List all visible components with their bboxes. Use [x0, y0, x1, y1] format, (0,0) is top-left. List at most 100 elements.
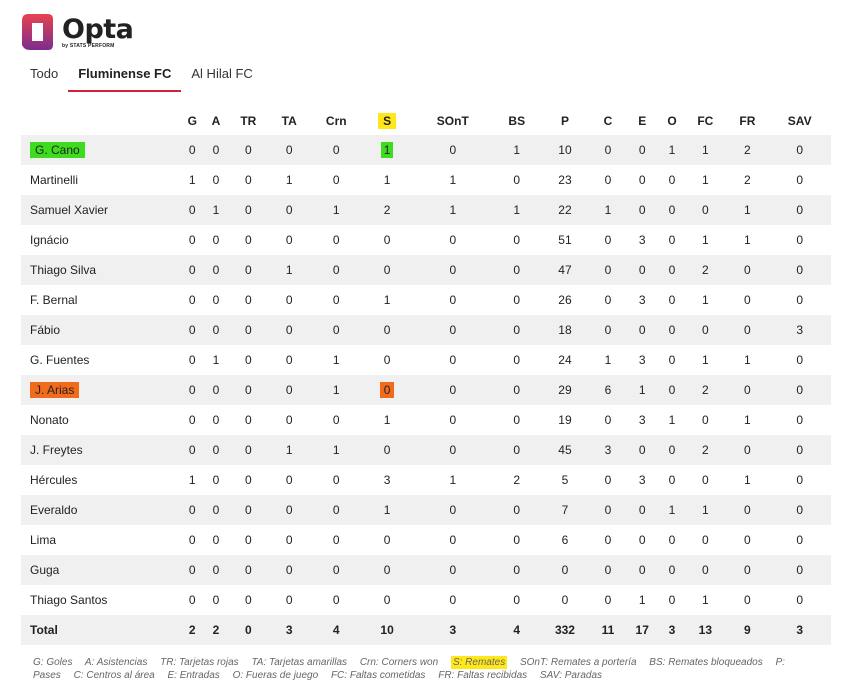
stat-value: 1 — [744, 353, 751, 367]
stat-cell: 1 — [659, 495, 685, 525]
stat-cell: 0 — [309, 135, 364, 165]
stat-value: 0 — [449, 533, 457, 547]
stat-value: 0 — [383, 263, 391, 277]
stat-cell: 0 — [768, 495, 831, 525]
stat-value: 0 — [285, 203, 293, 217]
legend-item: A: Asistencias — [85, 657, 147, 668]
stat-value: 0 — [604, 563, 612, 577]
legend-item: TA: Tarjetas amarillas — [251, 657, 347, 668]
stat-value: 0 — [638, 503, 646, 517]
stat-cell: 7 — [538, 495, 592, 525]
stat-cell: 0 — [591, 315, 625, 345]
stat-cell: 2 — [684, 255, 727, 285]
tab-todo[interactable]: Todo — [30, 66, 59, 81]
stat-value: 0 — [188, 383, 196, 397]
stat-value: 9 — [744, 623, 751, 637]
stat-cell: 23 — [539, 165, 592, 195]
stat-cell: 0 — [494, 435, 539, 465]
stat-value: 2 — [744, 143, 751, 157]
stat-value: 1 — [332, 443, 340, 457]
table-row: Lima 0 0 0 0 0 0 0 0 6 0 0 0 0 0 0 — [21, 525, 831, 555]
stat-cell: 0 — [227, 555, 270, 585]
stat-value: 0 — [449, 593, 457, 607]
stat-value: 0 — [285, 293, 293, 307]
stat-cell: 2 — [726, 165, 768, 195]
stat-cell: 0 — [227, 165, 269, 195]
stat-cell: 0 — [768, 585, 831, 615]
stat-cell: 0 — [309, 585, 363, 615]
stat-cell: 0 — [180, 375, 205, 405]
stat-value: 1 — [332, 383, 340, 397]
stat-value: 0 — [561, 563, 569, 577]
stat-cell: 1 — [204, 195, 228, 225]
stat-value: 5 — [561, 473, 569, 487]
stat-value: 19 — [558, 413, 572, 427]
legend-item-text: Crn: Corners won — [359, 657, 439, 668]
stat-value: 0 — [285, 323, 293, 337]
stat-cell: 9 — [726, 615, 769, 645]
table-row: F. Bernal 0 0 0 0 0 1 0 0 26 0 3 0 1 0 0 — [21, 285, 831, 315]
stat-cell: 0 — [269, 195, 310, 225]
stat-value: 3 — [638, 353, 646, 367]
stat-cell: 0 — [180, 315, 205, 345]
stat-value: 1 — [668, 143, 676, 157]
stat-value: 0 — [212, 413, 220, 427]
stat-cell: 0 — [309, 225, 363, 255]
stat-cell: 0 — [309, 495, 364, 525]
stat-value: 0 — [668, 533, 676, 547]
stat-value: 18 — [558, 323, 572, 337]
stat-value: 0 — [188, 263, 196, 277]
stat-cell: 0 — [180, 195, 205, 225]
stat-value: 0 — [513, 533, 521, 547]
header-p: P — [539, 107, 592, 135]
tab-al-hilal[interactable]: Al Hilal FC — [191, 66, 253, 81]
header-g: G — [180, 107, 205, 135]
stat-value: 0 — [332, 293, 340, 307]
stat-value: 0 — [188, 503, 196, 517]
stat-cell: 0 — [363, 225, 410, 255]
stat-value: 3 — [638, 233, 646, 247]
stat-cell: 0 — [624, 195, 660, 225]
stat-cell: 0 — [269, 555, 310, 585]
stat-cell: 11 — [591, 615, 625, 645]
stat-cell: 3 — [269, 615, 310, 645]
stat-cell: 0 — [591, 465, 624, 495]
stat-value: 0 — [604, 413, 612, 427]
tab-fluminense[interactable]: Fluminense FC — [68, 62, 182, 92]
stat-value: 1 — [744, 203, 751, 217]
stat-value: 1 — [604, 203, 612, 217]
stat-value: 0 — [668, 173, 676, 187]
stat-cell: 0 — [227, 405, 269, 435]
legend-item-text: G: Goles — [33, 657, 73, 668]
stat-cell: 0 — [309, 465, 363, 495]
legend-item: SOnT: Remates a portería — [520, 657, 637, 668]
stat-cell: 0 — [363, 315, 411, 345]
stat-value: 0 — [744, 293, 751, 307]
stat-value: 3 — [638, 293, 646, 307]
stat-value: 0 — [796, 533, 804, 547]
stat-value: 0 — [796, 143, 804, 157]
stat-cell: 0 — [204, 555, 228, 585]
player-name: G. Fuentes — [21, 345, 180, 375]
stat-value: 0 — [188, 533, 196, 547]
stat-cell: 0 — [309, 315, 364, 345]
stat-cell: 0 — [625, 525, 660, 555]
stat-cell: 3 — [363, 465, 410, 495]
player-name: J. Freytes — [21, 435, 180, 465]
stat-value: 0 — [212, 293, 220, 307]
stat-cell: 1 — [726, 225, 768, 255]
legend-item: Crn: Corners won — [360, 657, 438, 668]
player-name-text: Nonato — [30, 413, 69, 427]
stat-value: 0 — [285, 503, 293, 517]
stat-cell: 1 — [269, 255, 310, 285]
stat-value: 0 — [332, 593, 340, 607]
legend-item: S: Remates — [450, 656, 508, 669]
stat-cell: 0 — [660, 285, 685, 315]
stat-cell: 3 — [625, 465, 660, 495]
stat-value: 0 — [513, 293, 521, 307]
header-player — [21, 107, 180, 135]
stat-value: 4 — [513, 623, 521, 637]
stat-value: 0 — [638, 563, 646, 577]
stat-cell: 0 — [660, 525, 685, 555]
stat-cell: 22 — [538, 195, 592, 225]
